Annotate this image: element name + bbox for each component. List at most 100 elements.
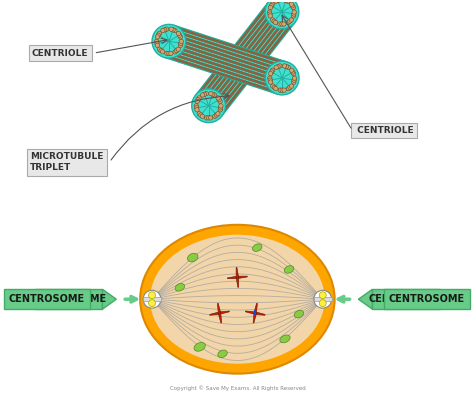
Polygon shape xyxy=(253,313,256,323)
Circle shape xyxy=(278,22,282,26)
Text: Copyright © Save My Exams. All Rights Reserved: Copyright © Save My Exams. All Rights Re… xyxy=(170,386,305,391)
Circle shape xyxy=(276,64,280,69)
Circle shape xyxy=(173,49,177,54)
Circle shape xyxy=(178,43,183,47)
Circle shape xyxy=(278,88,283,93)
Circle shape xyxy=(192,89,226,122)
Circle shape xyxy=(283,64,287,68)
Polygon shape xyxy=(255,312,265,315)
Polygon shape xyxy=(236,267,238,277)
Polygon shape xyxy=(228,276,237,279)
Polygon shape xyxy=(218,303,221,313)
Circle shape xyxy=(280,22,284,26)
Circle shape xyxy=(174,48,179,53)
Polygon shape xyxy=(167,43,282,83)
Circle shape xyxy=(291,5,296,10)
Circle shape xyxy=(273,87,278,91)
Circle shape xyxy=(284,64,289,69)
Circle shape xyxy=(268,5,273,10)
Circle shape xyxy=(219,104,223,108)
Circle shape xyxy=(197,112,201,116)
Polygon shape xyxy=(172,30,286,69)
Circle shape xyxy=(194,106,199,110)
Circle shape xyxy=(270,18,275,22)
Polygon shape xyxy=(169,40,283,79)
Circle shape xyxy=(292,80,296,84)
Circle shape xyxy=(179,41,183,45)
Circle shape xyxy=(284,0,288,3)
Circle shape xyxy=(202,92,207,97)
Polygon shape xyxy=(236,277,239,287)
Polygon shape xyxy=(255,310,256,316)
Circle shape xyxy=(278,64,282,68)
Circle shape xyxy=(199,113,203,117)
Circle shape xyxy=(200,114,204,119)
Circle shape xyxy=(155,41,159,45)
Circle shape xyxy=(288,19,292,24)
Circle shape xyxy=(210,92,215,97)
Ellipse shape xyxy=(194,342,205,351)
Circle shape xyxy=(197,96,201,100)
Ellipse shape xyxy=(150,235,325,364)
Ellipse shape xyxy=(253,244,262,251)
Polygon shape xyxy=(314,297,332,301)
Circle shape xyxy=(213,114,217,119)
Circle shape xyxy=(155,43,159,47)
Circle shape xyxy=(169,27,173,32)
Polygon shape xyxy=(219,313,222,323)
Circle shape xyxy=(148,292,155,299)
Circle shape xyxy=(195,99,199,104)
Polygon shape xyxy=(102,289,116,309)
Circle shape xyxy=(269,4,273,8)
Circle shape xyxy=(286,65,291,69)
Circle shape xyxy=(218,99,222,104)
Circle shape xyxy=(268,78,273,82)
Text: CENTRIOLE: CENTRIOLE xyxy=(355,126,414,135)
Circle shape xyxy=(159,48,164,53)
Circle shape xyxy=(289,2,293,6)
Circle shape xyxy=(292,76,297,80)
Ellipse shape xyxy=(175,284,184,291)
Circle shape xyxy=(209,116,213,120)
Circle shape xyxy=(290,4,295,8)
Circle shape xyxy=(282,0,286,2)
Circle shape xyxy=(268,80,273,84)
Circle shape xyxy=(292,10,296,14)
Circle shape xyxy=(292,71,296,76)
Circle shape xyxy=(286,20,291,25)
Ellipse shape xyxy=(188,253,198,262)
Circle shape xyxy=(271,68,275,73)
Polygon shape xyxy=(166,47,280,86)
Circle shape xyxy=(269,70,274,74)
Circle shape xyxy=(272,19,276,24)
Text: CENTROSOME: CENTROSOME xyxy=(9,294,85,304)
Polygon shape xyxy=(199,4,274,99)
Circle shape xyxy=(290,68,294,73)
Circle shape xyxy=(177,33,182,38)
Polygon shape xyxy=(210,14,286,109)
Circle shape xyxy=(219,106,223,110)
Circle shape xyxy=(280,88,284,93)
Circle shape xyxy=(176,31,181,36)
Ellipse shape xyxy=(284,266,294,273)
Circle shape xyxy=(156,33,161,38)
Circle shape xyxy=(289,18,293,22)
Circle shape xyxy=(267,10,272,14)
Circle shape xyxy=(194,104,199,108)
Polygon shape xyxy=(205,9,280,104)
Circle shape xyxy=(204,91,209,96)
Circle shape xyxy=(274,65,278,69)
Circle shape xyxy=(178,35,182,39)
Circle shape xyxy=(268,76,272,80)
Circle shape xyxy=(286,87,291,91)
Circle shape xyxy=(206,116,211,120)
Circle shape xyxy=(179,39,183,43)
Circle shape xyxy=(268,14,273,18)
Circle shape xyxy=(319,292,326,299)
Circle shape xyxy=(273,20,278,25)
Circle shape xyxy=(265,61,299,95)
Circle shape xyxy=(214,113,219,117)
Polygon shape xyxy=(164,25,287,94)
Polygon shape xyxy=(246,311,255,314)
Circle shape xyxy=(292,12,296,16)
